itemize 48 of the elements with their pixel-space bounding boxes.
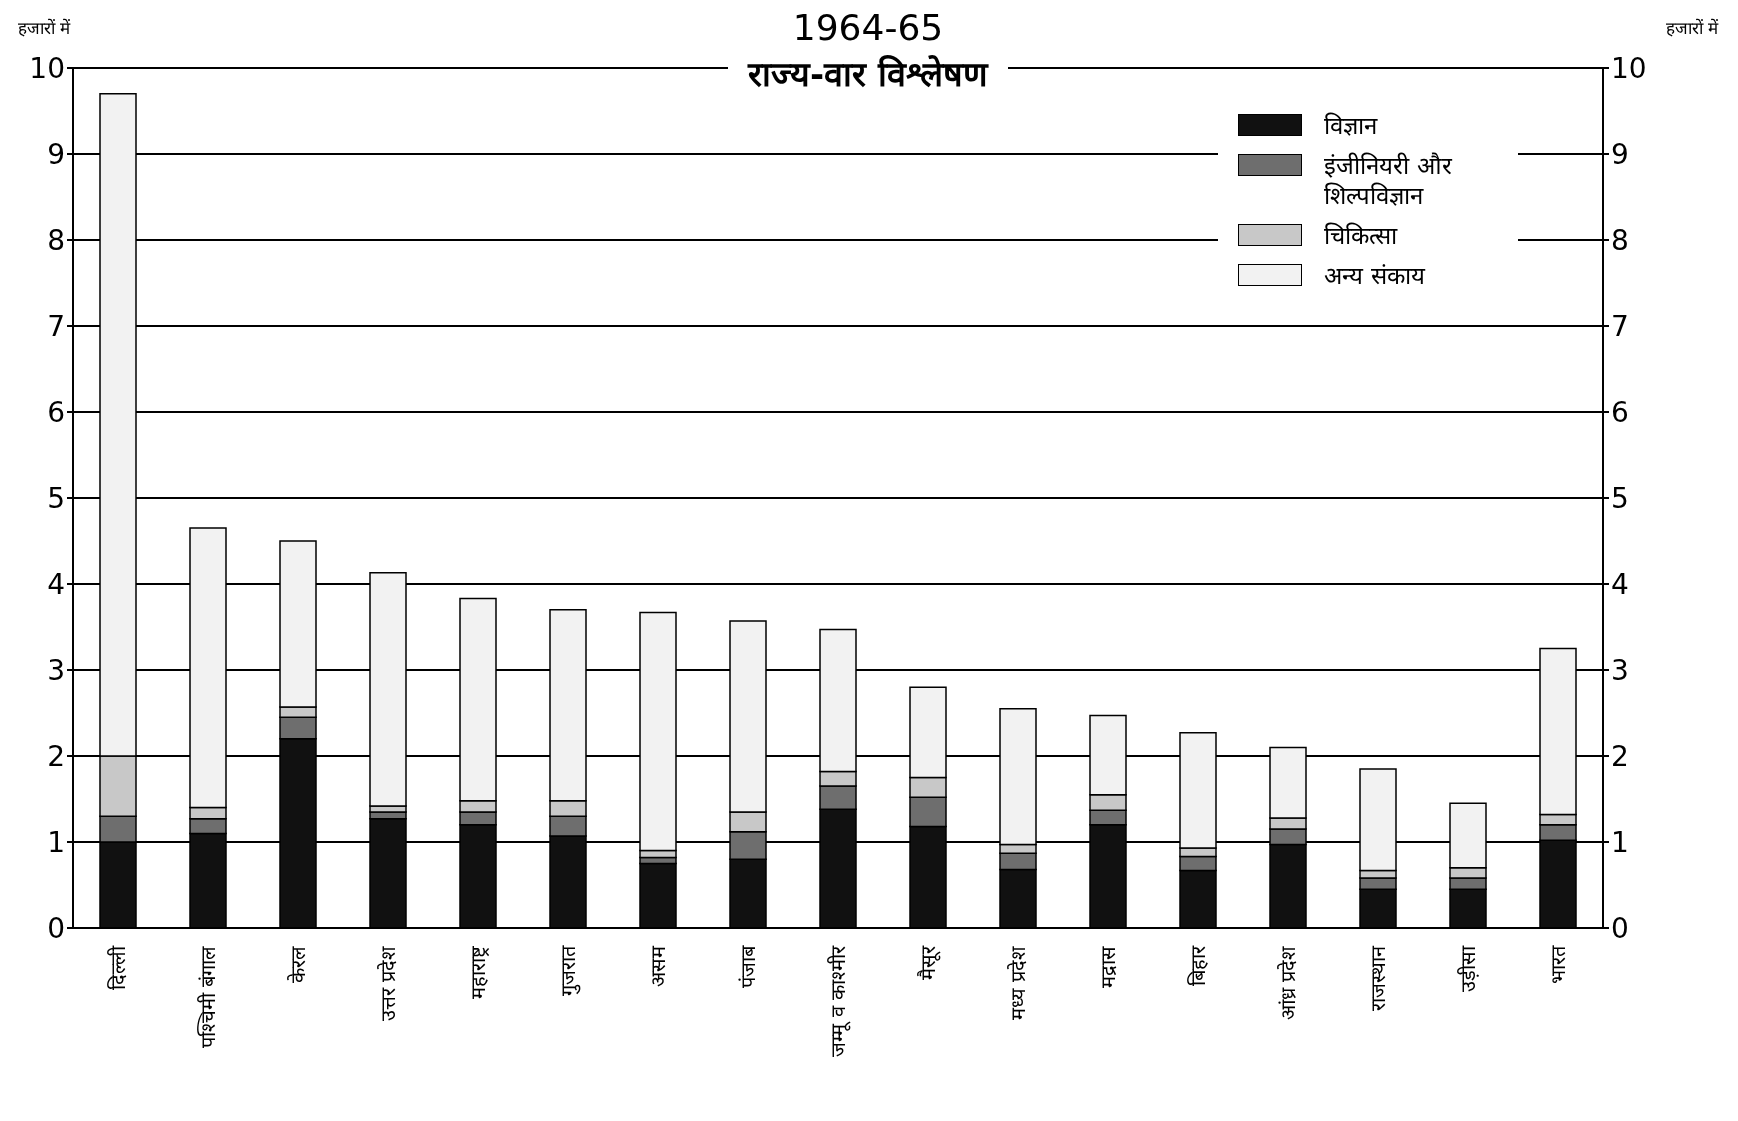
y2-tick-label: 7 bbox=[1611, 309, 1629, 343]
x-tick-label: असम bbox=[646, 945, 670, 987]
x-tick-label: बिहार bbox=[1186, 945, 1210, 986]
y-tick-label: 9 bbox=[47, 137, 65, 171]
y-tick-label: 7 bbox=[47, 309, 65, 343]
y2-axis-title: हजारों में bbox=[1665, 17, 1718, 39]
y-tick-label: 5 bbox=[47, 481, 65, 515]
x-tick-label: महाराष्ट्र bbox=[466, 946, 490, 999]
x-tick-label: पश्चिमी बंगाल bbox=[196, 946, 220, 1049]
x-tick-label: मध्य प्रदेश bbox=[1006, 946, 1030, 1021]
legend-label: अन्य संकाय bbox=[1324, 261, 1425, 291]
y2-tick-label: 2 bbox=[1611, 739, 1629, 773]
y-tick-label: 1 bbox=[47, 825, 65, 859]
y-axis-title: हजारों में bbox=[18, 17, 71, 39]
y-tick-label: 6 bbox=[47, 395, 65, 429]
chart-title: 1964-65 bbox=[792, 7, 944, 48]
y2-tick-label: 4 bbox=[1611, 567, 1629, 601]
y-tick-label: 2 bbox=[47, 739, 65, 773]
x-tick-label: दिल्ली bbox=[106, 945, 130, 990]
y2-tick-label: 6 bbox=[1611, 395, 1629, 429]
x-tick-label: पंजाब bbox=[736, 945, 760, 988]
bar bbox=[639, 862, 677, 928]
x-tick-label: मैसूर bbox=[916, 945, 941, 980]
y2-tick-label: 0 bbox=[1611, 911, 1629, 945]
y2-tick-label: 9 bbox=[1611, 137, 1629, 171]
y2-tick-label: 1 bbox=[1611, 825, 1629, 859]
chart-subtitle: राज्य-वार विश्लेषण bbox=[728, 54, 1008, 94]
y2-tick-label: 5 bbox=[1611, 481, 1629, 515]
y2-tick-label: 8 bbox=[1611, 223, 1629, 257]
x-tick-label: उड़ीसा bbox=[1456, 945, 1480, 992]
x-tick-label: भारत bbox=[1546, 945, 1570, 984]
y2-tick-label: 10 bbox=[1611, 51, 1647, 85]
y-tick-label: 10 bbox=[29, 51, 65, 85]
y-tick-label: 3 bbox=[47, 653, 65, 687]
x-tick-label: मद्रास bbox=[1096, 946, 1120, 988]
x-tick-label: राजस्थान bbox=[1366, 945, 1390, 1011]
x-tick-label: केरल bbox=[286, 946, 310, 983]
y-tick-label: 8 bbox=[47, 223, 65, 257]
y-tick-label: 0 bbox=[47, 911, 65, 945]
x-tick-label: आंध्र प्रदेश bbox=[1276, 946, 1300, 1021]
x-tick-label: जम्मू व काश्मीर bbox=[826, 945, 851, 1057]
x-tick-label: उत्तर प्रदेश bbox=[376, 946, 400, 1022]
legend-label: विज्ञान bbox=[1324, 111, 1377, 141]
y2-tick-label: 3 bbox=[1611, 653, 1629, 687]
x-tick-label: गुजरात bbox=[556, 945, 581, 996]
y-tick-label: 4 bbox=[47, 567, 65, 601]
legend-label: इंजीनियरी और शिल्पविज्ञान bbox=[1324, 151, 1454, 211]
legend-label: चिकित्सा bbox=[1324, 221, 1397, 251]
